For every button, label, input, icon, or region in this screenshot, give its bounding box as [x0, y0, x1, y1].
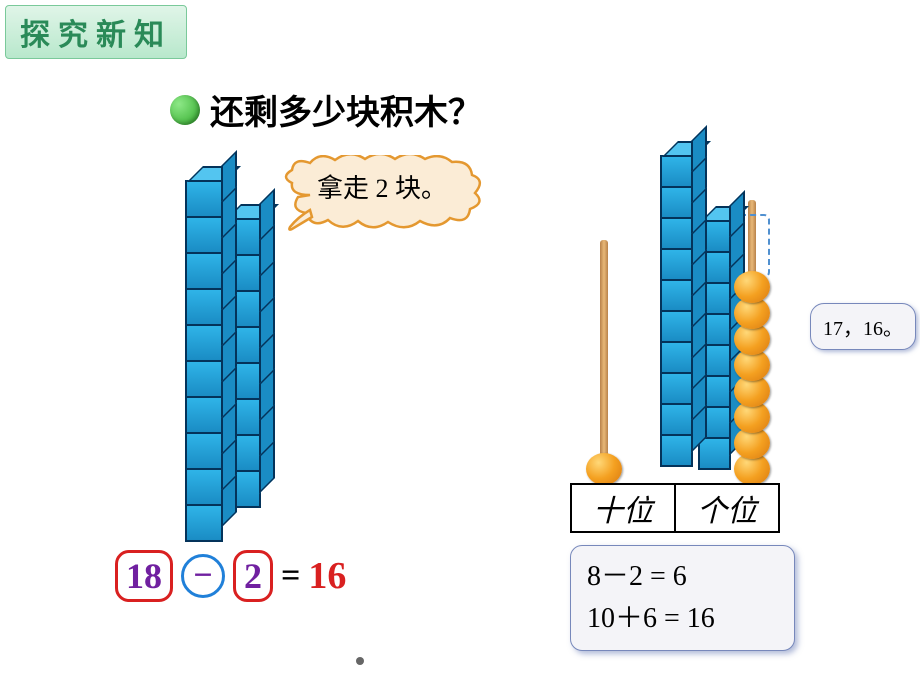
cube: [185, 252, 223, 290]
counting-box: 17，16。: [810, 303, 916, 350]
ones-label: 个位: [676, 485, 778, 531]
page-indicator-icon: [356, 657, 364, 665]
cube: [185, 468, 223, 506]
cube: [660, 310, 693, 343]
bubble-text-svg: 拿走 2 块。: [317, 174, 447, 203]
cube: [185, 432, 223, 470]
operand2-pill: 2: [233, 550, 273, 602]
cube: [660, 279, 693, 312]
calc-line2: 10＋6 = 16: [587, 598, 778, 640]
cube: [660, 155, 693, 188]
cube: [660, 434, 693, 467]
cube: [185, 396, 223, 434]
cube: [660, 372, 693, 405]
tens-rod: [600, 240, 608, 485]
cube: [660, 186, 693, 219]
ones-bead: [734, 271, 770, 303]
cube: [660, 217, 693, 250]
cube: [185, 288, 223, 326]
speech-bubble: 拿走 2 块。: [280, 155, 490, 235]
cube: [660, 248, 693, 281]
calc-line1: 8－2 = 6: [587, 556, 778, 598]
count-text: 17，16。: [823, 318, 903, 340]
tens-bead: [586, 453, 622, 485]
cube: [660, 341, 693, 374]
cube: [185, 324, 223, 362]
question-line: 还剩多少块积木？: [170, 85, 482, 134]
header-badge: 探究新知: [5, 5, 187, 59]
tens-label: 十位: [572, 485, 676, 531]
place-value-label: 十位 个位: [570, 483, 780, 533]
equals-sign: =: [281, 557, 300, 595]
cube: [185, 360, 223, 398]
cube: [185, 216, 223, 254]
cube: [660, 403, 693, 436]
cube: [185, 180, 223, 218]
cube: [185, 504, 223, 542]
equation: 18 − 2 = 16: [115, 550, 346, 602]
question-text: 还剩多少块积木？: [210, 85, 482, 134]
calculation-box: 8－2 = 6 10＋6 = 16: [570, 545, 795, 651]
operator-circle: −: [181, 554, 225, 598]
cube: [698, 437, 731, 470]
operand1-pill: 18: [115, 550, 173, 602]
result-value: 16: [308, 554, 346, 598]
bullet-ball-icon: [170, 95, 200, 125]
